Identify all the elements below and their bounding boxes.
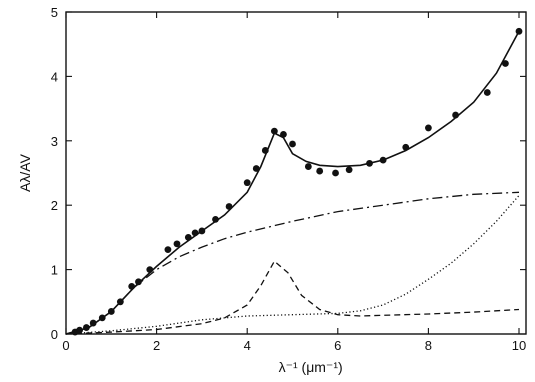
x-tick-label: 4 [244, 338, 251, 353]
series-dotted-line [65, 195, 520, 335]
y-axis-label: Aλ/AV [17, 153, 33, 192]
data-point [191, 229, 199, 237]
data-point [402, 143, 410, 151]
data-point [76, 326, 83, 334]
chart-axis-titles: λ⁻¹ (μm⁻¹) Aλ/AV [17, 153, 343, 375]
x-tick-label: 2 [153, 338, 160, 353]
y-tick-label: 1 [51, 263, 58, 278]
data-point [184, 234, 192, 241]
data-point [98, 314, 106, 322]
x-tick-label: 0 [62, 338, 69, 353]
data-point [225, 203, 233, 210]
data-point [212, 215, 219, 223]
data-point [146, 266, 154, 273]
data-point [515, 27, 523, 35]
data-point [425, 124, 432, 132]
x-tick-label: 6 [334, 338, 341, 353]
x-tick-label: 8 [425, 338, 432, 353]
data-point [332, 169, 339, 177]
data-point [270, 127, 278, 135]
data-point [243, 179, 251, 187]
data-point [502, 60, 509, 67]
data-point [107, 308, 115, 315]
data-point [82, 324, 90, 331]
data-point [452, 111, 459, 119]
series-dashed-line [65, 260, 520, 335]
plot-frame [65, 11, 527, 335]
data-point [379, 156, 387, 164]
data-point [198, 227, 206, 235]
data-point [135, 278, 142, 286]
data-point [89, 319, 97, 327]
y-tick-label: 4 [51, 69, 58, 84]
y-tick-label: 5 [51, 5, 58, 20]
y-tick-label: 2 [51, 198, 58, 213]
x-axis-label: λ⁻¹ (μm⁻¹) [279, 359, 343, 375]
data-point [483, 89, 491, 96]
data-point [304, 163, 312, 170]
data-point [128, 282, 136, 290]
data-point [116, 298, 124, 306]
data-point [366, 159, 373, 167]
x-tick-label: 10 [512, 338, 526, 353]
data-point [289, 140, 296, 148]
chart-axes: 0 2 4 6 8 10 0 1 2 3 4 5 [51, 5, 527, 353]
data-point [261, 147, 269, 154]
chart-points [71, 27, 523, 336]
series-dash-dot-line [65, 191, 520, 335]
y-tick-label: 3 [51, 134, 58, 149]
data-point [280, 130, 287, 138]
data-point [345, 166, 353, 174]
data-point [252, 165, 260, 172]
data-point [316, 167, 324, 175]
data-point [164, 246, 172, 254]
data-point [173, 240, 181, 248]
y-tick-label: 0 [51, 327, 58, 342]
